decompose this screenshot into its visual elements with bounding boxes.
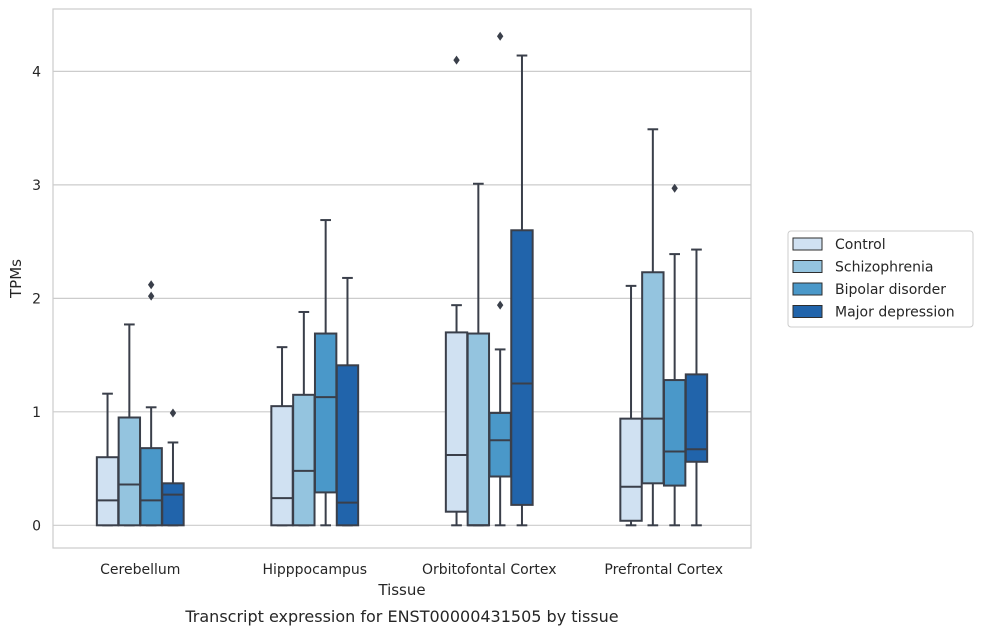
box-group: [662, 183, 687, 527]
x-tick-label: Cerebellum: [100, 562, 180, 578]
box-group: [161, 408, 185, 527]
box-body: [444, 331, 469, 513]
x-tick-label: Orbitofontal Cortex: [422, 562, 557, 578]
box-group: [510, 54, 534, 527]
legend-swatch: [792, 260, 823, 273]
y-tick-label: 1: [32, 405, 41, 421]
outlier-point: [147, 291, 155, 301]
legend: Control Schizophrenia Bipolar disorder Majo…: [787, 230, 974, 328]
box-body: [619, 417, 643, 522]
box-group: [488, 31, 512, 527]
legend-item: Schizophrenia: [792, 260, 933, 276]
y-tick-label: 4: [32, 64, 41, 80]
outlier-point: [147, 280, 155, 290]
legend-label: Schizophrenia: [835, 260, 933, 276]
x-tick-label: Prefrontal Cortex: [604, 562, 723, 578]
box-group: [684, 248, 709, 527]
box-group: [292, 310, 316, 527]
y-tick-label: 2: [32, 291, 41, 307]
box-group: [270, 346, 294, 527]
box-body: [335, 364, 360, 527]
box-body: [95, 456, 120, 527]
outlier-point: [671, 183, 678, 193]
outlier-point: [169, 408, 177, 418]
legend-item: Major depression: [792, 305, 955, 321]
legend-item: Bipolar disorder: [792, 282, 946, 298]
legend-swatch: [792, 282, 823, 296]
chart-caption: Transcript expression for ENST0000043150…: [184, 607, 618, 626]
box-body: [488, 411, 512, 478]
box-group: [117, 323, 142, 527]
box-group: [139, 280, 163, 527]
legend-label: Major depression: [835, 305, 955, 321]
legend-label: Control: [835, 237, 886, 253]
box-body: [161, 482, 185, 527]
box-group: [313, 219, 338, 527]
legend-label: Bipolar disorder: [835, 282, 946, 298]
box-body: [684, 373, 709, 463]
plot-frame: [52, 8, 752, 549]
box-body: [139, 447, 163, 527]
legend-frame: [787, 230, 974, 328]
ticks-layer: 0 1 2 3 4 Cerebellum Hipppocampus Orbitofontal …: [32, 64, 723, 578]
box-body: [313, 332, 338, 494]
box-body: [466, 332, 491, 527]
box-body: [117, 416, 142, 527]
boxes-layer: [95, 31, 709, 527]
x-tick-label: Hipppocampus: [262, 562, 367, 578]
x-axis-label: Tissue: [377, 581, 425, 599]
box-body: [510, 229, 534, 506]
box-group: [466, 182, 491, 527]
box-group: [335, 276, 360, 527]
box-group: [444, 55, 469, 527]
box-group: [95, 392, 120, 527]
y-tick-label: 0: [32, 518, 41, 534]
box-group: [641, 128, 665, 527]
box-body: [641, 271, 665, 485]
y-axis-label: TPMs: [7, 259, 25, 299]
box-body: [662, 379, 687, 487]
legend-item: Control: [792, 237, 886, 253]
box-body: [270, 405, 294, 527]
y-tick-label: 3: [32, 178, 41, 194]
box-group: [619, 284, 643, 527]
box-body: [292, 393, 316, 527]
legend-swatch: [792, 237, 823, 251]
outlier-point: [496, 300, 504, 310]
outlier-point: [453, 55, 460, 65]
outlier-point: [496, 31, 504, 41]
legend-swatch: [792, 305, 823, 318]
